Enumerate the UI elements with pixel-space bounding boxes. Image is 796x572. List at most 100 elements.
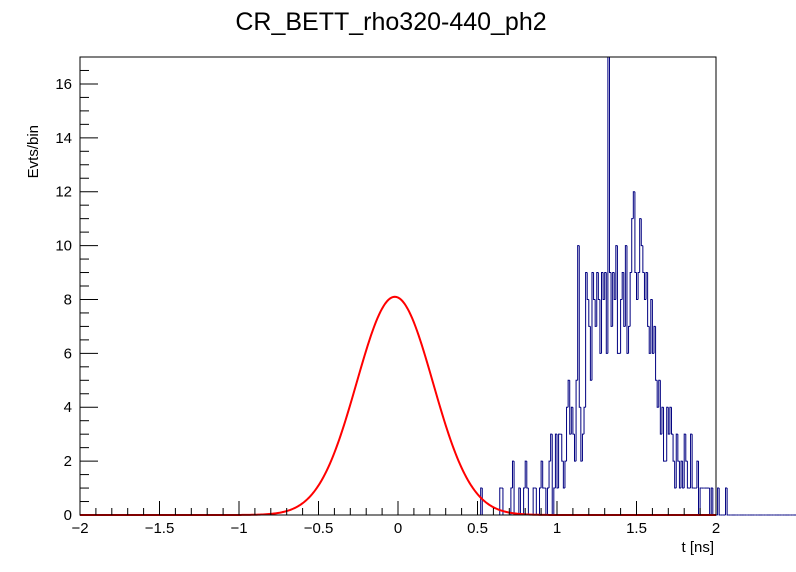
- y-tick-label: 6: [64, 345, 72, 362]
- histogram-bin: [511, 460, 515, 489]
- histogram-bin: [699, 487, 702, 515]
- x-tick-label: −1: [230, 520, 247, 537]
- histogram-bin: [637, 272, 640, 300]
- y-tick-label: 10: [55, 238, 72, 255]
- y-tick-label: 0: [64, 507, 72, 524]
- histogram-bin: [594, 299, 597, 327]
- histogram-bin: [585, 272, 588, 408]
- histogram-bin: [643, 272, 647, 300]
- histogram-bin: [690, 433, 693, 489]
- histogram-bin: [718, 488, 721, 516]
- histogram-bin: [518, 487, 521, 515]
- histogram-bin: [661, 406, 664, 435]
- histogram-bin: [612, 272, 615, 327]
- histogram-bin: [578, 245, 581, 408]
- histogram-bin: [672, 434, 675, 462]
- histogram-bin: [686, 461, 689, 489]
- histogram-bin: [640, 218, 643, 247]
- histogram-bin: [670, 407, 674, 435]
- histogram-bin: [556, 434, 559, 489]
- x-tick-label: 1: [553, 520, 561, 537]
- histogram-bin: [639, 218, 642, 273]
- histogram-bin: [572, 407, 575, 435]
- histogram-bin: [567, 379, 570, 408]
- y-tick-label: 12: [55, 184, 72, 201]
- histogram-bin: [564, 460, 567, 489]
- histogram-bin: [548, 460, 551, 489]
- histogram-bin: [683, 433, 686, 489]
- histogram-bin: [682, 461, 685, 489]
- histogram-bin: [669, 406, 672, 435]
- y-tick-label: 2: [64, 453, 72, 470]
- histogram-bin: [519, 488, 523, 516]
- histogram-bin: [623, 272, 626, 327]
- histogram-bin: [577, 245, 580, 381]
- histogram-bin: [510, 487, 513, 515]
- histogram-bin: [561, 434, 564, 462]
- histogram-bin: [604, 272, 607, 300]
- histogram-bin: [583, 406, 586, 435]
- x-tick-label: −2: [71, 520, 88, 537]
- histogram-bin: [620, 298, 623, 354]
- histogram-bin: [626, 245, 629, 354]
- x-tick-label: 0.5: [467, 520, 488, 537]
- x-axis: −2 −1.5 −1 −0.5 0 0.5 1 1.5 2: [71, 501, 720, 537]
- histogram-bin: [616, 245, 620, 354]
- histogram-bin: [601, 272, 604, 354]
- histogram-bin: [566, 406, 569, 462]
- histogram-bin: [629, 272, 632, 327]
- histogram-bin: [589, 326, 592, 381]
- histogram-bin: [651, 299, 654, 354]
- histogram-bin: [613, 272, 616, 300]
- histogram-bin: [562, 461, 565, 489]
- histogram-bin: [593, 272, 596, 300]
- histogram-bin: [597, 272, 600, 300]
- histogram-bin: [588, 299, 591, 327]
- y-tick-label: 16: [55, 76, 72, 93]
- histogram-bin: [655, 326, 658, 381]
- histogram-bin: [712, 488, 715, 516]
- histogram-bin: [575, 379, 578, 462]
- histogram-bin: [628, 325, 631, 354]
- histogram-bin: [632, 191, 635, 219]
- histogram-bin: [725, 487, 728, 515]
- histogram-bin: [596, 272, 599, 327]
- histogram-bin: [480, 487, 483, 515]
- histogram-bin: [524, 460, 527, 489]
- histogram-bin: [650, 298, 653, 354]
- histogram-bin: [499, 487, 502, 515]
- histogram-bin: [527, 488, 530, 516]
- histogram-bin: [647, 272, 650, 327]
- histogram-bin: [526, 461, 529, 489]
- histogram-bin: [631, 218, 634, 273]
- histogram-bin: [608, 57, 612, 274]
- histogram-bin: [610, 272, 613, 327]
- histogram-bin: [656, 380, 659, 408]
- x-tick-label: 2: [712, 520, 720, 537]
- histogram-bin: [634, 191, 637, 274]
- histogram-bin: [535, 488, 538, 516]
- histogram-layer: [80, 56, 796, 516]
- histogram-bin: [550, 433, 553, 462]
- histogram-bin: [591, 272, 594, 381]
- histogram-bin: [636, 272, 639, 300]
- histogram-bin: [621, 272, 624, 300]
- histogram-bin: [554, 433, 557, 489]
- histogram-bin: [586, 272, 589, 300]
- y-tick-label: 4: [64, 399, 72, 416]
- histogram-bin: [573, 434, 577, 462]
- histogram-bin: [674, 461, 677, 489]
- histogram-bin: [658, 379, 661, 408]
- histogram-bin: [581, 433, 585, 462]
- histogram-bin: [546, 487, 550, 515]
- plot-frame: [79, 56, 717, 516]
- histogram-bin: [717, 487, 720, 515]
- histogram-bin: [540, 460, 543, 489]
- histogram-bin: [558, 433, 561, 489]
- histogram-bin: [653, 325, 656, 354]
- histogram-bin: [642, 245, 645, 274]
- histogram-bin: [663, 407, 666, 462]
- histogram-bin: [599, 299, 602, 354]
